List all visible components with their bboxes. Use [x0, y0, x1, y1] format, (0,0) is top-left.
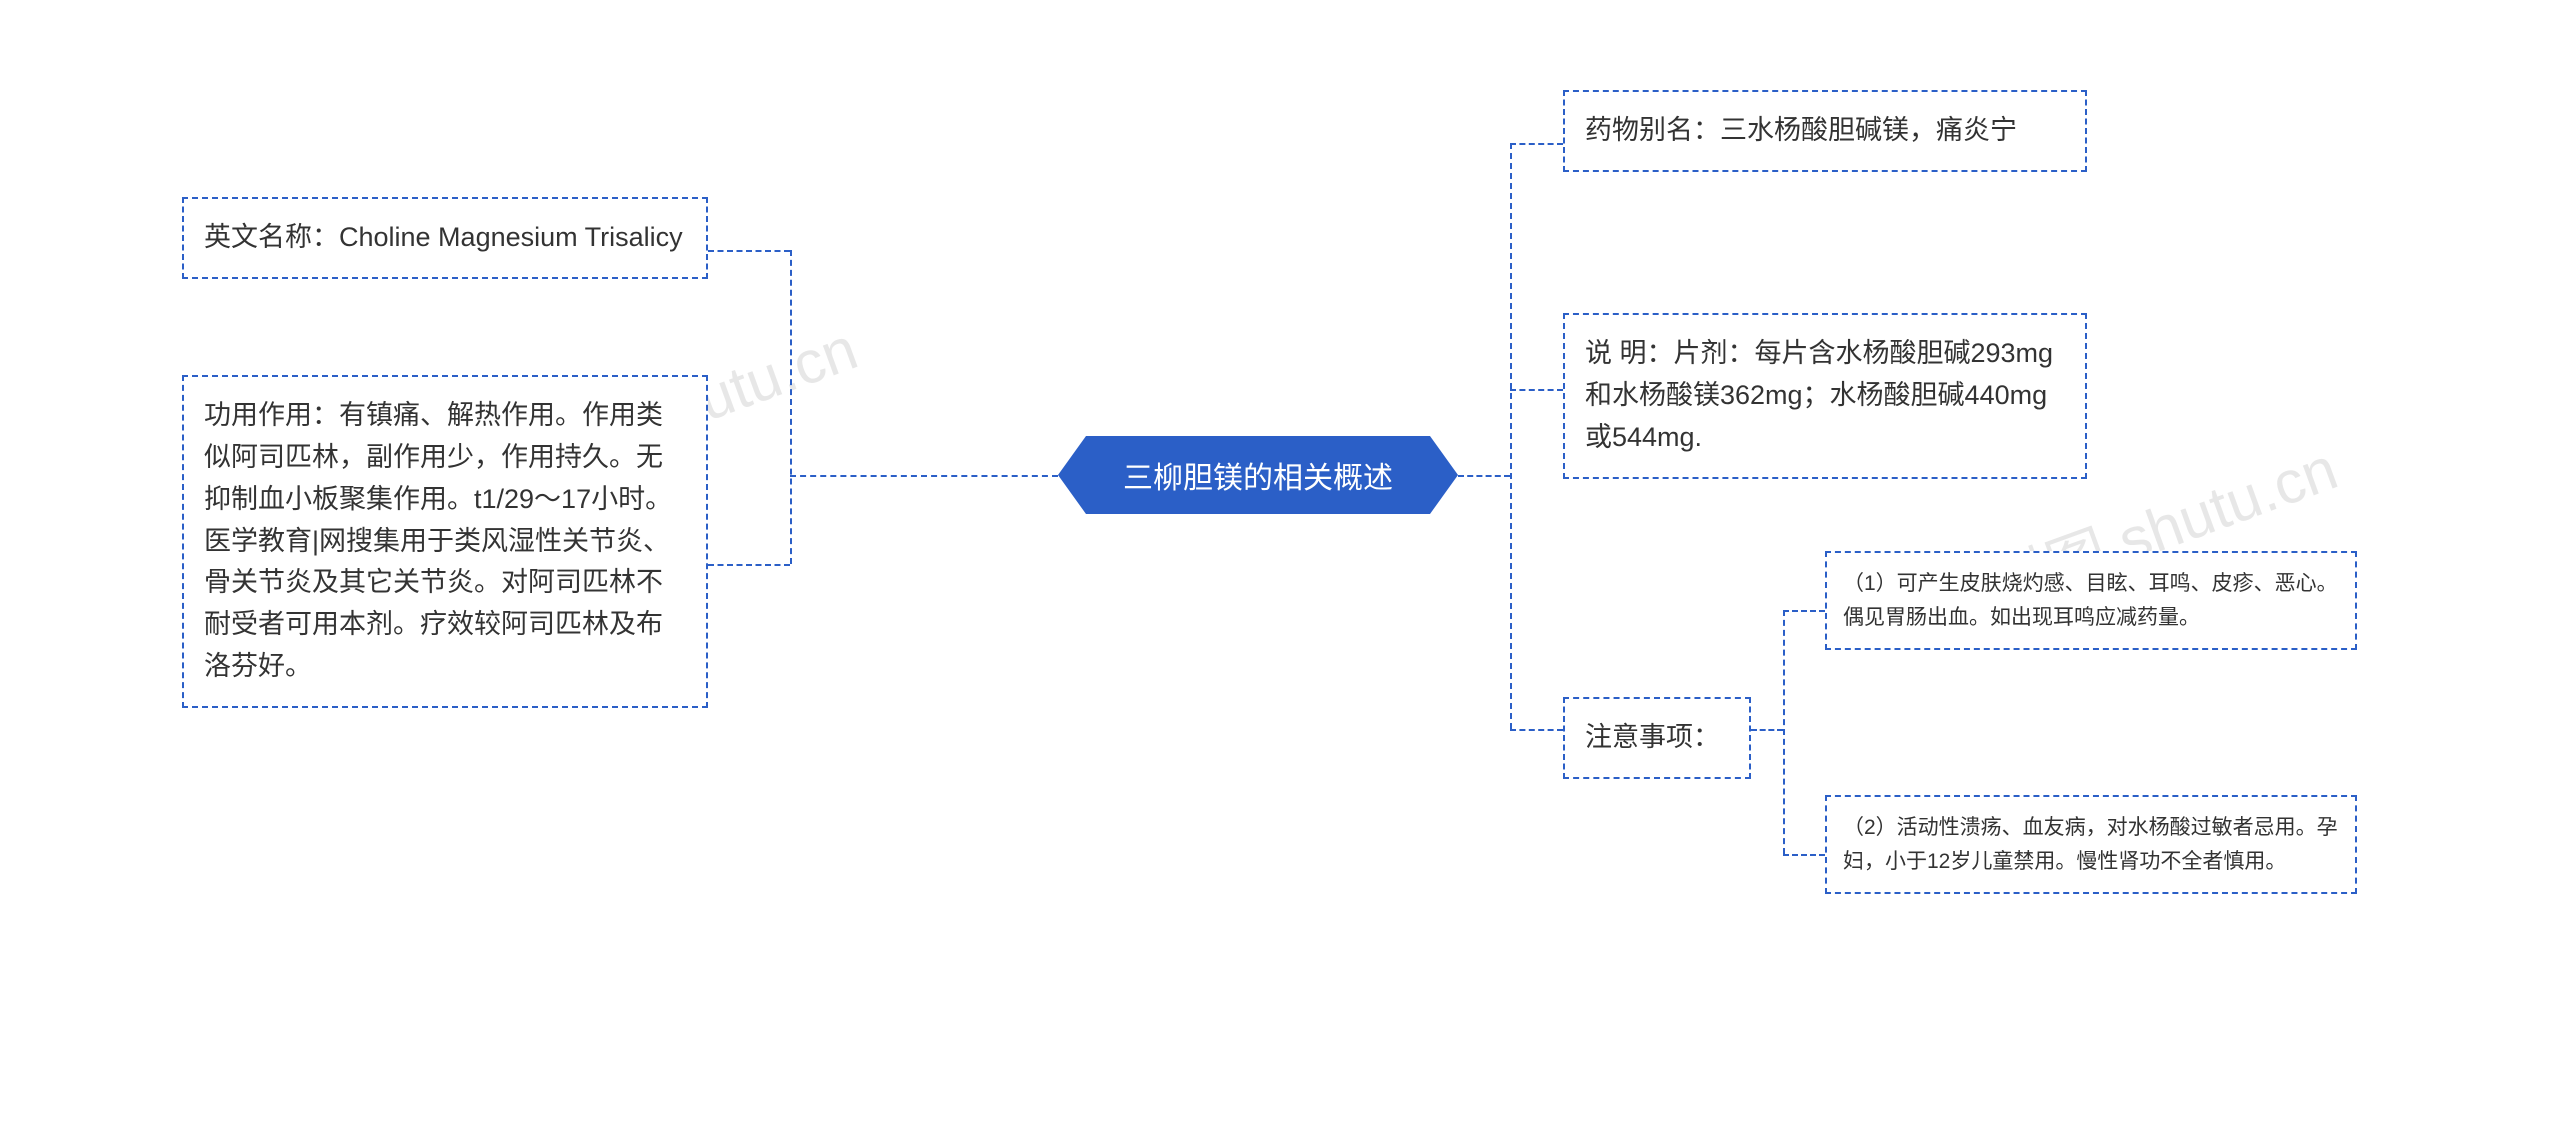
- node-precautions-text: 注意事项：: [1585, 722, 1720, 752]
- connector-right-main: [1458, 475, 1510, 477]
- central-topic-text: 三柳胆镁的相关概述: [1123, 453, 1393, 497]
- connector-left-main: [790, 475, 1058, 477]
- connector-right-precautions: [1510, 729, 1563, 731]
- connector-precaution-2: [1783, 854, 1825, 856]
- connector-right-instruction: [1510, 389, 1563, 391]
- node-function-text: 功用作用：有镇痛、解热作用。作用类似阿司匹林，副作用少，作用持久。无抑制血小板聚…: [204, 400, 672, 681]
- connector-left-english: [708, 250, 790, 252]
- connector-left-function: [708, 564, 790, 566]
- node-precaution-2-text: （2）活动性溃疡、血友病，对水杨酸过敏者忌用。孕妇，小于12岁儿童禁用。慢性肾功…: [1843, 816, 2338, 873]
- mindmap-canvas: 树图 shutu.cn 树图 shutu.cn 三柳胆镁的相关概述 英文名称：C…: [0, 0, 2560, 1129]
- node-instruction-text: 说 明：片剂：每片含水杨酸胆碱293mg和水杨酸镁362mg；水杨酸胆碱440m…: [1585, 338, 2053, 452]
- node-precautions: 注意事项：: [1563, 697, 1751, 779]
- node-precaution-1-text: （1）可产生皮肤烧灼感、目眩、耳鸣、皮疹、恶心。偶见胃肠出血。如出现耳鸣应减药量…: [1843, 572, 2338, 629]
- node-alias: 药物别名：三水杨酸胆碱镁，痛炎宁: [1563, 90, 2087, 172]
- connector-right-alias: [1510, 143, 1563, 145]
- node-precaution-2: （2）活动性溃疡、血友病，对水杨酸过敏者忌用。孕妇，小于12岁儿童禁用。慢性肾功…: [1825, 795, 2357, 894]
- node-alias-text: 药物别名：三水杨酸胆碱镁，痛炎宁: [1585, 115, 2017, 145]
- node-precaution-1: （1）可产生皮肤烧灼感、目眩、耳鸣、皮疹、恶心。偶见胃肠出血。如出现耳鸣应减药量…: [1825, 551, 2357, 650]
- central-topic: 三柳胆镁的相关概述: [1086, 436, 1430, 514]
- node-function: 功用作用：有镇痛、解热作用。作用类似阿司匹林，副作用少，作用持久。无抑制血小板聚…: [182, 375, 708, 708]
- connector-right-trunk: [1510, 143, 1512, 729]
- node-english-name-text: 英文名称：Choline Magnesium Trisalicy: [204, 222, 683, 252]
- connector-precaution-1: [1783, 610, 1825, 612]
- connector-left-trunk: [790, 250, 792, 564]
- connector-precautions-out: [1751, 729, 1783, 731]
- node-english-name: 英文名称：Choline Magnesium Trisalicy: [182, 197, 708, 279]
- connector-precautions-trunk: [1783, 610, 1785, 854]
- node-instruction: 说 明：片剂：每片含水杨酸胆碱293mg和水杨酸镁362mg；水杨酸胆碱440m…: [1563, 313, 2087, 479]
